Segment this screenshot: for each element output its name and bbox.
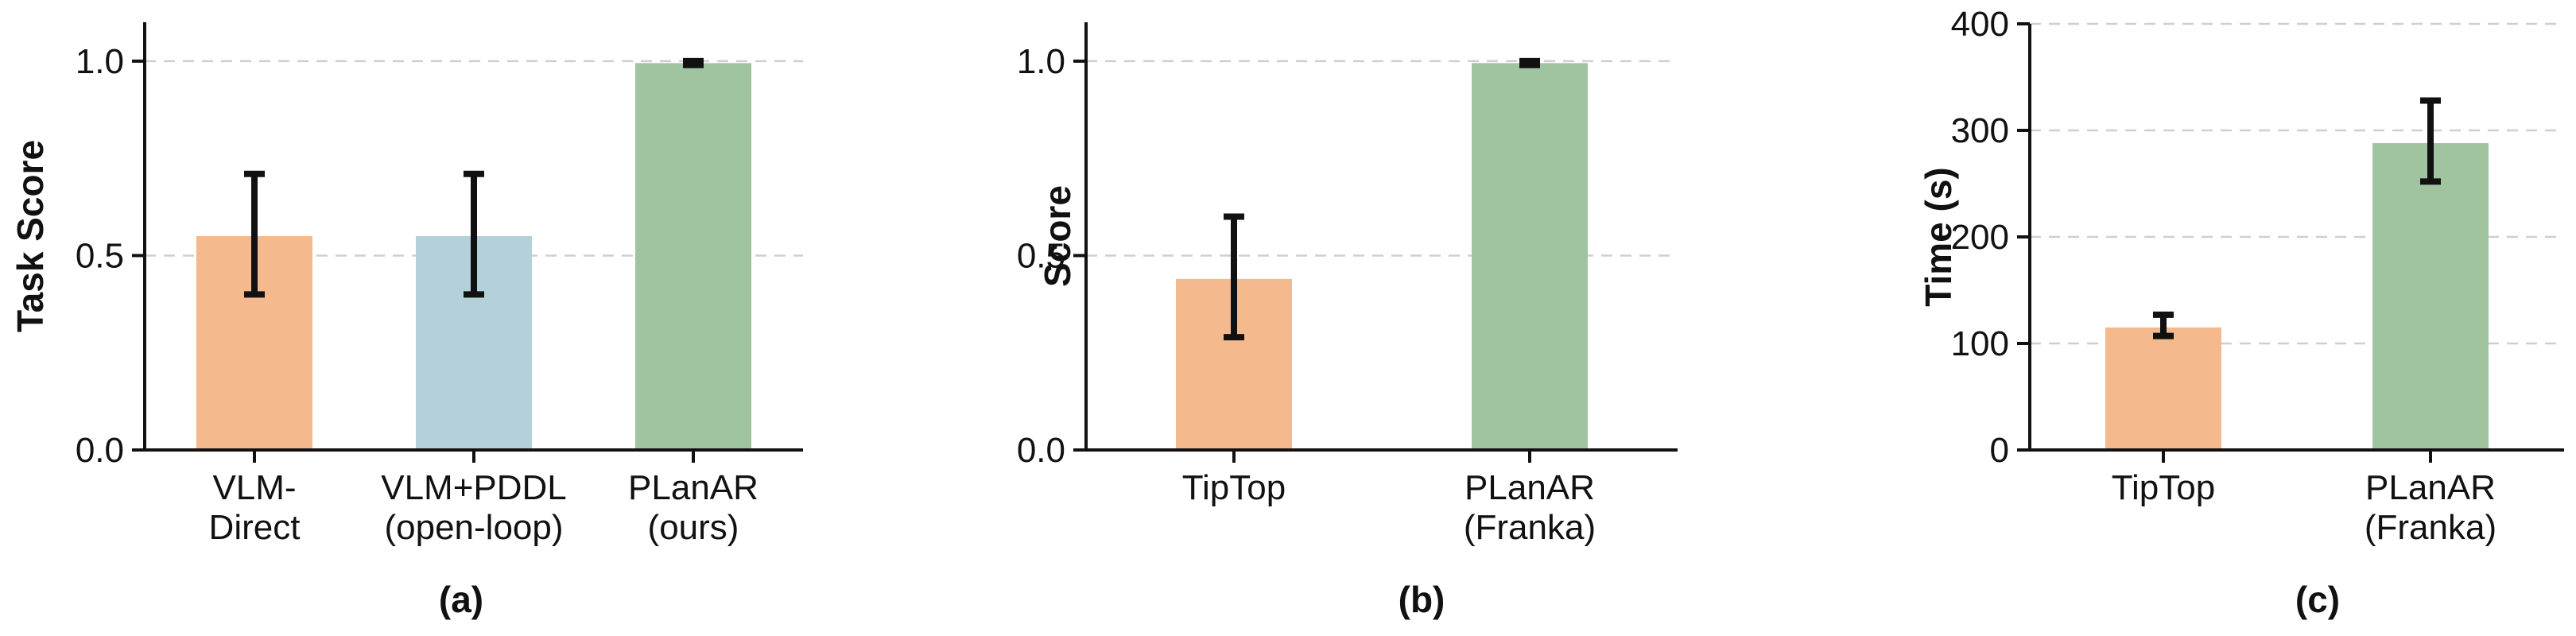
- panel-label: (c): [2295, 579, 2340, 620]
- x-tick-label-1-0: PLanAR: [2365, 468, 2496, 507]
- y-axis-label: Time (s): [1918, 167, 1959, 307]
- bar-a-2: [635, 63, 751, 450]
- y-axis-label: Score: [1037, 185, 1078, 287]
- error-bar-b-0: [1224, 213, 1244, 341]
- panel-label: (b): [1399, 579, 1445, 620]
- panel-b: 0.0 0.5 1.0 TipTop PLanAR(Franka) Score (b): [1017, 22, 1678, 620]
- panel-c: 0 100 200 300 400 TipTop PLanAR(Franka) Time (s…: [1918, 5, 2564, 620]
- y-tick-label-2: 200: [1951, 218, 2009, 257]
- y-tick-label-0: 0.0: [1017, 431, 1065, 470]
- y-axis-label: Task Score: [10, 140, 51, 332]
- x-tick-label-1-1: (Franka): [2365, 508, 2496, 547]
- error-bar-a-2: [683, 57, 704, 68]
- bar-c-0: [2105, 327, 2221, 450]
- panel-label: (a): [439, 579, 483, 620]
- x-tick-label-0-0: VLM-: [212, 468, 296, 507]
- error-bar-a-0: [244, 170, 265, 298]
- y-tick-label-1: 0.5: [76, 236, 124, 275]
- y-tick-label-1: 100: [1951, 324, 2009, 363]
- error-bar-a-1: [464, 170, 484, 298]
- x-tick-label-1-1: (open-loop): [384, 508, 563, 547]
- panel-a: 0.0 0.5 1.0 VLM-Direct VLM+PDDL(open-loop) PL…: [10, 22, 803, 620]
- x-tick-label-0-1: Direct: [209, 508, 301, 547]
- x-tick-label-2-1: (ours): [648, 508, 739, 547]
- error-bar-c-0: [2153, 311, 2174, 339]
- y-tick-label-0: 0.0: [76, 431, 124, 470]
- y-tick-label-4: 400: [1951, 5, 2009, 44]
- y-tick-label-3: 300: [1951, 111, 2009, 150]
- x-tick-label-0-0: TipTop: [1182, 468, 1286, 507]
- error-bar-c-1: [2420, 97, 2441, 185]
- y-tick-label-2: 1.0: [76, 42, 124, 81]
- bar-b-1: [1472, 63, 1588, 450]
- x-tick-label-1-1: (Franka): [1464, 508, 1596, 547]
- x-tick-label-2-0: PLanAR: [628, 468, 758, 507]
- x-tick-label-0-0: TipTop: [2112, 468, 2215, 507]
- y-tick-label-0: 0: [1990, 431, 2009, 470]
- x-tick-label-1-0: PLanAR: [1465, 468, 1595, 507]
- y-tick-label-2: 1.0: [1017, 42, 1065, 81]
- error-bar-b-1: [1519, 57, 1540, 68]
- bar-c-1: [2372, 143, 2489, 450]
- y-tick-label-1: 0.5: [1017, 236, 1065, 275]
- x-tick-label-1-0: VLM+PDDL: [381, 468, 567, 507]
